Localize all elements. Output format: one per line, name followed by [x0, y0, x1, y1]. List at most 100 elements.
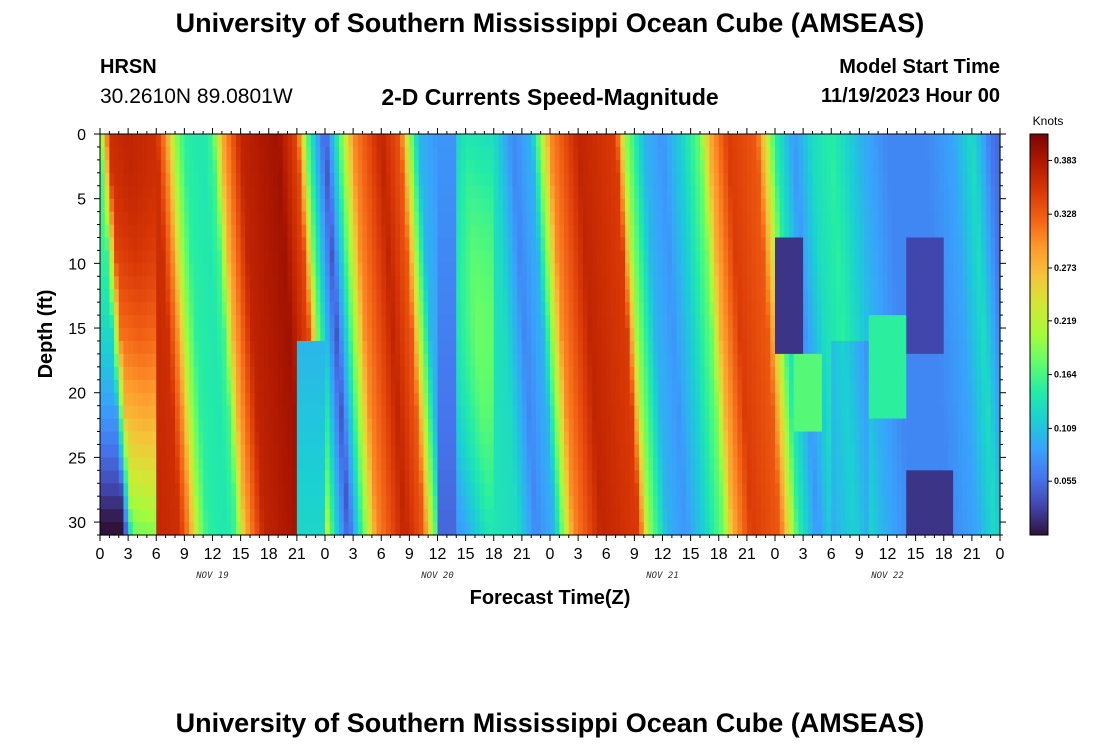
heatmap-cell — [629, 496, 635, 510]
heatmap-cell — [170, 328, 176, 342]
heatmap-cell — [428, 470, 434, 484]
heatmap-cell — [835, 134, 842, 148]
heatmap-cell — [615, 366, 621, 381]
heatmap-cell — [376, 276, 382, 290]
heatmap-cell — [746, 315, 753, 329]
heatmap-cell — [662, 509, 668, 523]
heatmap-cell — [123, 237, 129, 252]
heatmap-cell — [282, 250, 289, 264]
heatmap-cell — [142, 146, 148, 161]
heatmap-cell — [146, 263, 153, 277]
heatmap-cell — [371, 509, 378, 523]
heatmap-cell — [507, 496, 514, 510]
heatmap-cell — [606, 263, 612, 277]
heatmap-cell — [526, 418, 532, 433]
heatmap-cell — [475, 146, 481, 161]
heatmap-cell — [812, 302, 818, 316]
heatmap-cell — [118, 418, 125, 433]
heatmap-cell — [681, 457, 687, 471]
heatmap-cell — [400, 198, 406, 213]
heatmap-cell — [100, 289, 106, 303]
heatmap-cell — [193, 185, 200, 200]
heatmap-cell — [470, 340, 476, 355]
heatmap-cell — [385, 405, 392, 420]
heatmap-cell — [353, 250, 359, 264]
heatmap-cell — [175, 509, 181, 523]
heatmap-cell — [390, 211, 396, 226]
heatmap-cell — [470, 250, 476, 264]
heatmap-cell — [278, 289, 284, 303]
heatmap-cell — [732, 470, 739, 484]
heatmap-cell — [775, 418, 781, 433]
heatmap-cell — [160, 405, 167, 420]
heatmap-cell — [690, 457, 696, 471]
heatmap-cell — [259, 250, 265, 264]
heatmap-cell — [545, 276, 551, 290]
heatmap-cell — [817, 340, 823, 355]
heatmap-cell — [357, 159, 364, 174]
heatmap-cell — [643, 289, 650, 303]
heatmap-cell — [160, 496, 167, 510]
heatmap-cell — [442, 353, 448, 368]
heatmap-cell — [151, 522, 157, 536]
heatmap-cell — [507, 289, 514, 303]
heatmap-cell — [718, 418, 725, 433]
heatmap-cell — [526, 198, 532, 213]
heatmap-cell — [442, 159, 448, 174]
heatmap-cell — [282, 509, 289, 523]
heatmap-cell — [390, 418, 396, 433]
heatmap-cell — [718, 470, 725, 484]
heatmap-cell — [381, 237, 387, 252]
heatmap-cell — [465, 366, 471, 381]
heatmap-cell — [414, 276, 420, 290]
heatmap-cell — [601, 159, 607, 174]
heatmap-cell — [362, 340, 368, 355]
heatmap-cell — [395, 211, 401, 226]
heatmap-cell — [559, 302, 565, 316]
heatmap-cell — [535, 172, 542, 187]
heatmap-cell — [437, 431, 443, 446]
heatmap-cell — [423, 315, 429, 329]
heatmap-cell — [423, 405, 429, 420]
heatmap-cell — [296, 379, 303, 394]
heatmap-cell — [165, 315, 171, 329]
heatmap-cell — [282, 444, 289, 458]
heatmap-cell — [175, 470, 181, 484]
heatmap-cell — [681, 211, 687, 226]
heatmap-cell — [165, 224, 171, 239]
heatmap-cell — [221, 509, 228, 523]
heatmap-cell — [104, 134, 110, 148]
heatmap-cell — [109, 431, 115, 446]
heatmap-cell — [503, 405, 509, 420]
heatmap-cell — [146, 340, 153, 355]
heatmap-cell — [498, 159, 504, 174]
heatmap-cell — [550, 483, 556, 497]
heatmap-cell — [306, 418, 312, 433]
heatmap-cell — [235, 250, 242, 264]
heatmap-cell — [479, 315, 485, 329]
heatmap-cell — [718, 198, 725, 213]
heatmap-cell — [521, 172, 528, 187]
heatmap-cell — [418, 353, 425, 368]
heatmap-cell — [362, 379, 368, 394]
heatmap-cell — [615, 146, 621, 161]
heatmap-cell — [432, 444, 439, 458]
heatmap-cell — [451, 159, 457, 174]
heatmap-cell — [184, 431, 190, 446]
heatmap-cell — [521, 522, 528, 536]
heatmap-cell — [479, 250, 485, 264]
heatmap-cell — [545, 483, 551, 497]
heatmap-cell — [160, 366, 167, 381]
heatmap-cell — [278, 224, 284, 239]
heatmap-cell — [217, 146, 223, 161]
heatmap-cell — [292, 340, 298, 355]
heatmap-cell — [109, 483, 115, 497]
heatmap-cell — [728, 379, 734, 394]
heatmap-cell — [160, 185, 167, 200]
heatmap-cell — [165, 353, 171, 368]
heatmap-cell — [325, 353, 331, 368]
heatmap-cell — [671, 237, 678, 252]
heatmap-cell — [137, 379, 143, 394]
heatmap-cell — [221, 302, 228, 316]
heatmap-cell — [404, 315, 410, 329]
